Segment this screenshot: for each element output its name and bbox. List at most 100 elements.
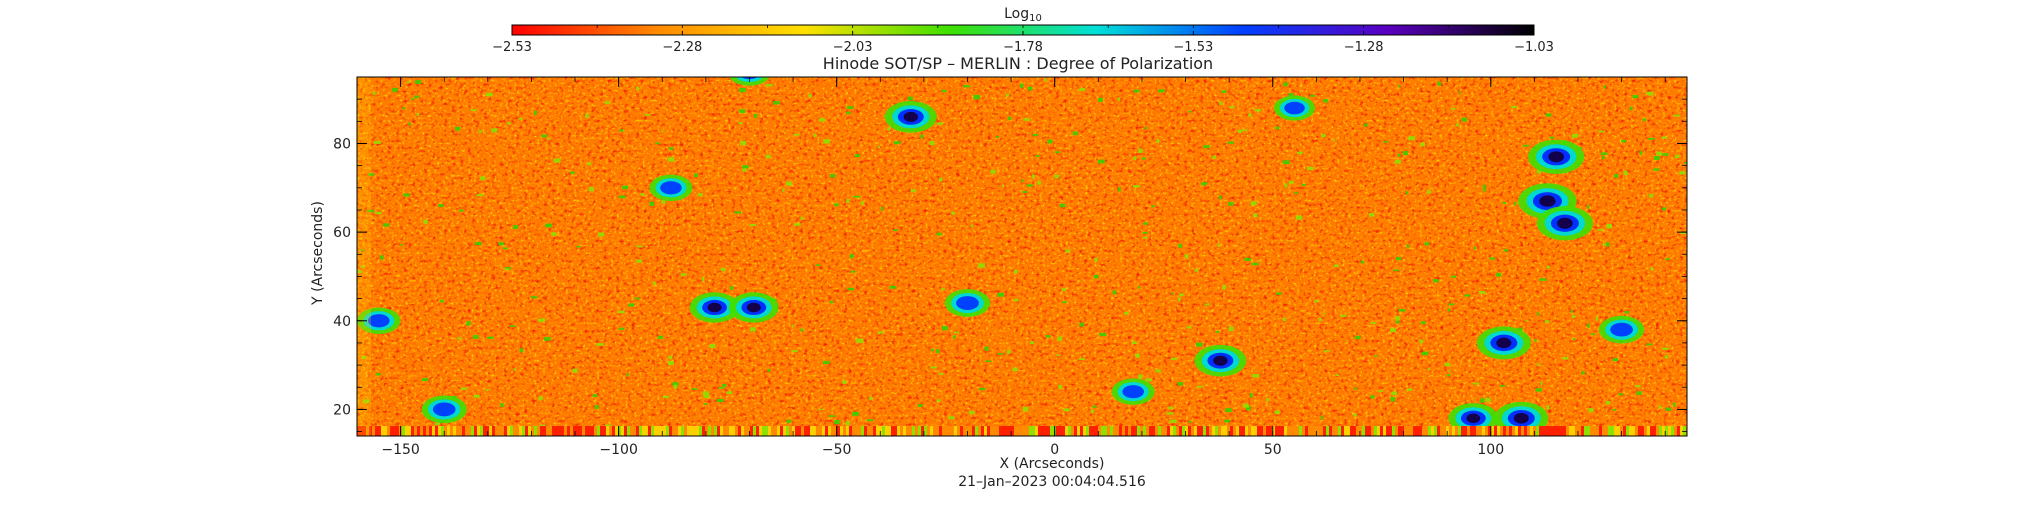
network-speck <box>504 268 510 270</box>
edge-stripe <box>495 426 498 436</box>
network-speck <box>585 113 589 118</box>
edge-stripe <box>1245 426 1248 436</box>
edge-stripe <box>549 426 552 436</box>
network-speck <box>1012 367 1018 372</box>
network-speck <box>1156 139 1160 144</box>
edge-stripe <box>663 426 666 436</box>
network-speck <box>1217 243 1220 247</box>
network-speck <box>598 232 605 237</box>
network-speck <box>1334 264 1339 268</box>
edge-stripe <box>1536 426 1539 436</box>
network-speck <box>1030 341 1035 345</box>
network-speck <box>1427 189 1431 194</box>
network-speck <box>1027 86 1033 91</box>
edge-stripe <box>1647 426 1650 436</box>
edge-stripe <box>1683 426 1686 436</box>
edge-stripe <box>666 426 669 436</box>
edge-stripe <box>483 426 486 436</box>
network-speck <box>1166 412 1174 415</box>
network-speck <box>1665 407 1672 411</box>
edge-stripe <box>1314 426 1317 436</box>
edge-stripe <box>1590 426 1593 436</box>
network-speck <box>786 419 792 424</box>
network-speck <box>1001 184 1005 187</box>
network-speck <box>1393 269 1400 272</box>
network-speck <box>1398 84 1401 88</box>
edge-stripe <box>978 426 981 436</box>
network-speck <box>1433 279 1439 283</box>
edge-stripe <box>795 426 798 436</box>
network-speck <box>979 387 986 391</box>
network-speck <box>1221 90 1227 94</box>
network-speck <box>887 127 891 131</box>
network-speck <box>718 387 725 389</box>
network-speck <box>1151 205 1155 208</box>
edge-stripe <box>1653 426 1656 436</box>
edge-stripe <box>1152 426 1155 436</box>
network-speck <box>1581 371 1585 375</box>
edge-stripe <box>1326 426 1329 436</box>
network-speck <box>1390 396 1396 402</box>
network-speck <box>1653 168 1660 171</box>
y-tick-label: 40 <box>333 314 351 330</box>
edge-stripe <box>1329 426 1332 436</box>
network-speck <box>1288 93 1294 96</box>
network-speck <box>1284 183 1288 188</box>
edge-stripe <box>855 426 858 436</box>
edge-stripe <box>1332 426 1335 436</box>
edge-stripe <box>822 426 825 436</box>
network-speck <box>459 209 464 212</box>
edge-stripe <box>420 426 423 436</box>
edge-stripe <box>741 426 744 436</box>
polarization-patch <box>649 174 693 202</box>
edge-stripe <box>711 426 714 436</box>
edge-stripe <box>1503 426 1506 436</box>
edge-stripe <box>1128 426 1131 436</box>
edge-stripe <box>1224 426 1227 436</box>
network-speck <box>1133 89 1140 93</box>
edge-stripe <box>873 426 876 436</box>
edge-stripe <box>426 426 429 436</box>
polarization-patch <box>944 289 991 317</box>
edge-stripe <box>1308 426 1311 436</box>
colorbar-label: Log10 <box>1004 6 1042 24</box>
network-speck <box>1480 398 1485 403</box>
edge-stripe <box>897 426 900 436</box>
network-speck <box>1374 355 1378 357</box>
edge-stripe <box>564 426 567 436</box>
edge-stripe <box>696 426 699 436</box>
edge-stripe <box>789 426 792 436</box>
network-speck <box>1246 406 1251 411</box>
network-speck <box>1658 405 1662 409</box>
edge-stripe <box>1071 426 1074 436</box>
edge-stripe <box>1389 426 1392 436</box>
edge-stripe <box>1386 426 1389 436</box>
edge-stripe <box>1215 426 1218 436</box>
network-speck <box>1502 202 1507 205</box>
edge-stripe <box>1362 426 1365 436</box>
edge-stripe <box>1122 426 1125 436</box>
network-speck <box>808 94 813 97</box>
network-speck <box>920 134 924 139</box>
edge-stripe <box>642 426 645 436</box>
network-speck <box>1540 381 1543 386</box>
network-speck <box>855 154 860 158</box>
y-tick-label: 80 <box>333 136 351 152</box>
network-speck <box>1503 249 1509 252</box>
network-speck <box>1595 316 1598 321</box>
edge-stripe <box>375 426 378 436</box>
edge-stripe <box>744 426 747 436</box>
edge-stripe <box>1356 426 1359 436</box>
network-speck <box>1065 249 1070 253</box>
network-speck <box>1023 118 1030 121</box>
edge-stripe <box>1101 426 1104 436</box>
chart-title: Hinode SOT/SP – MERLIN : Degree of Polar… <box>823 54 1213 73</box>
edge-stripe <box>1440 426 1443 436</box>
network-speck <box>618 310 625 314</box>
edge-stripe <box>387 426 390 436</box>
network-speck <box>551 232 557 236</box>
network-speck <box>470 109 477 111</box>
edge-stripe <box>660 426 663 436</box>
network-speck <box>1674 154 1680 159</box>
